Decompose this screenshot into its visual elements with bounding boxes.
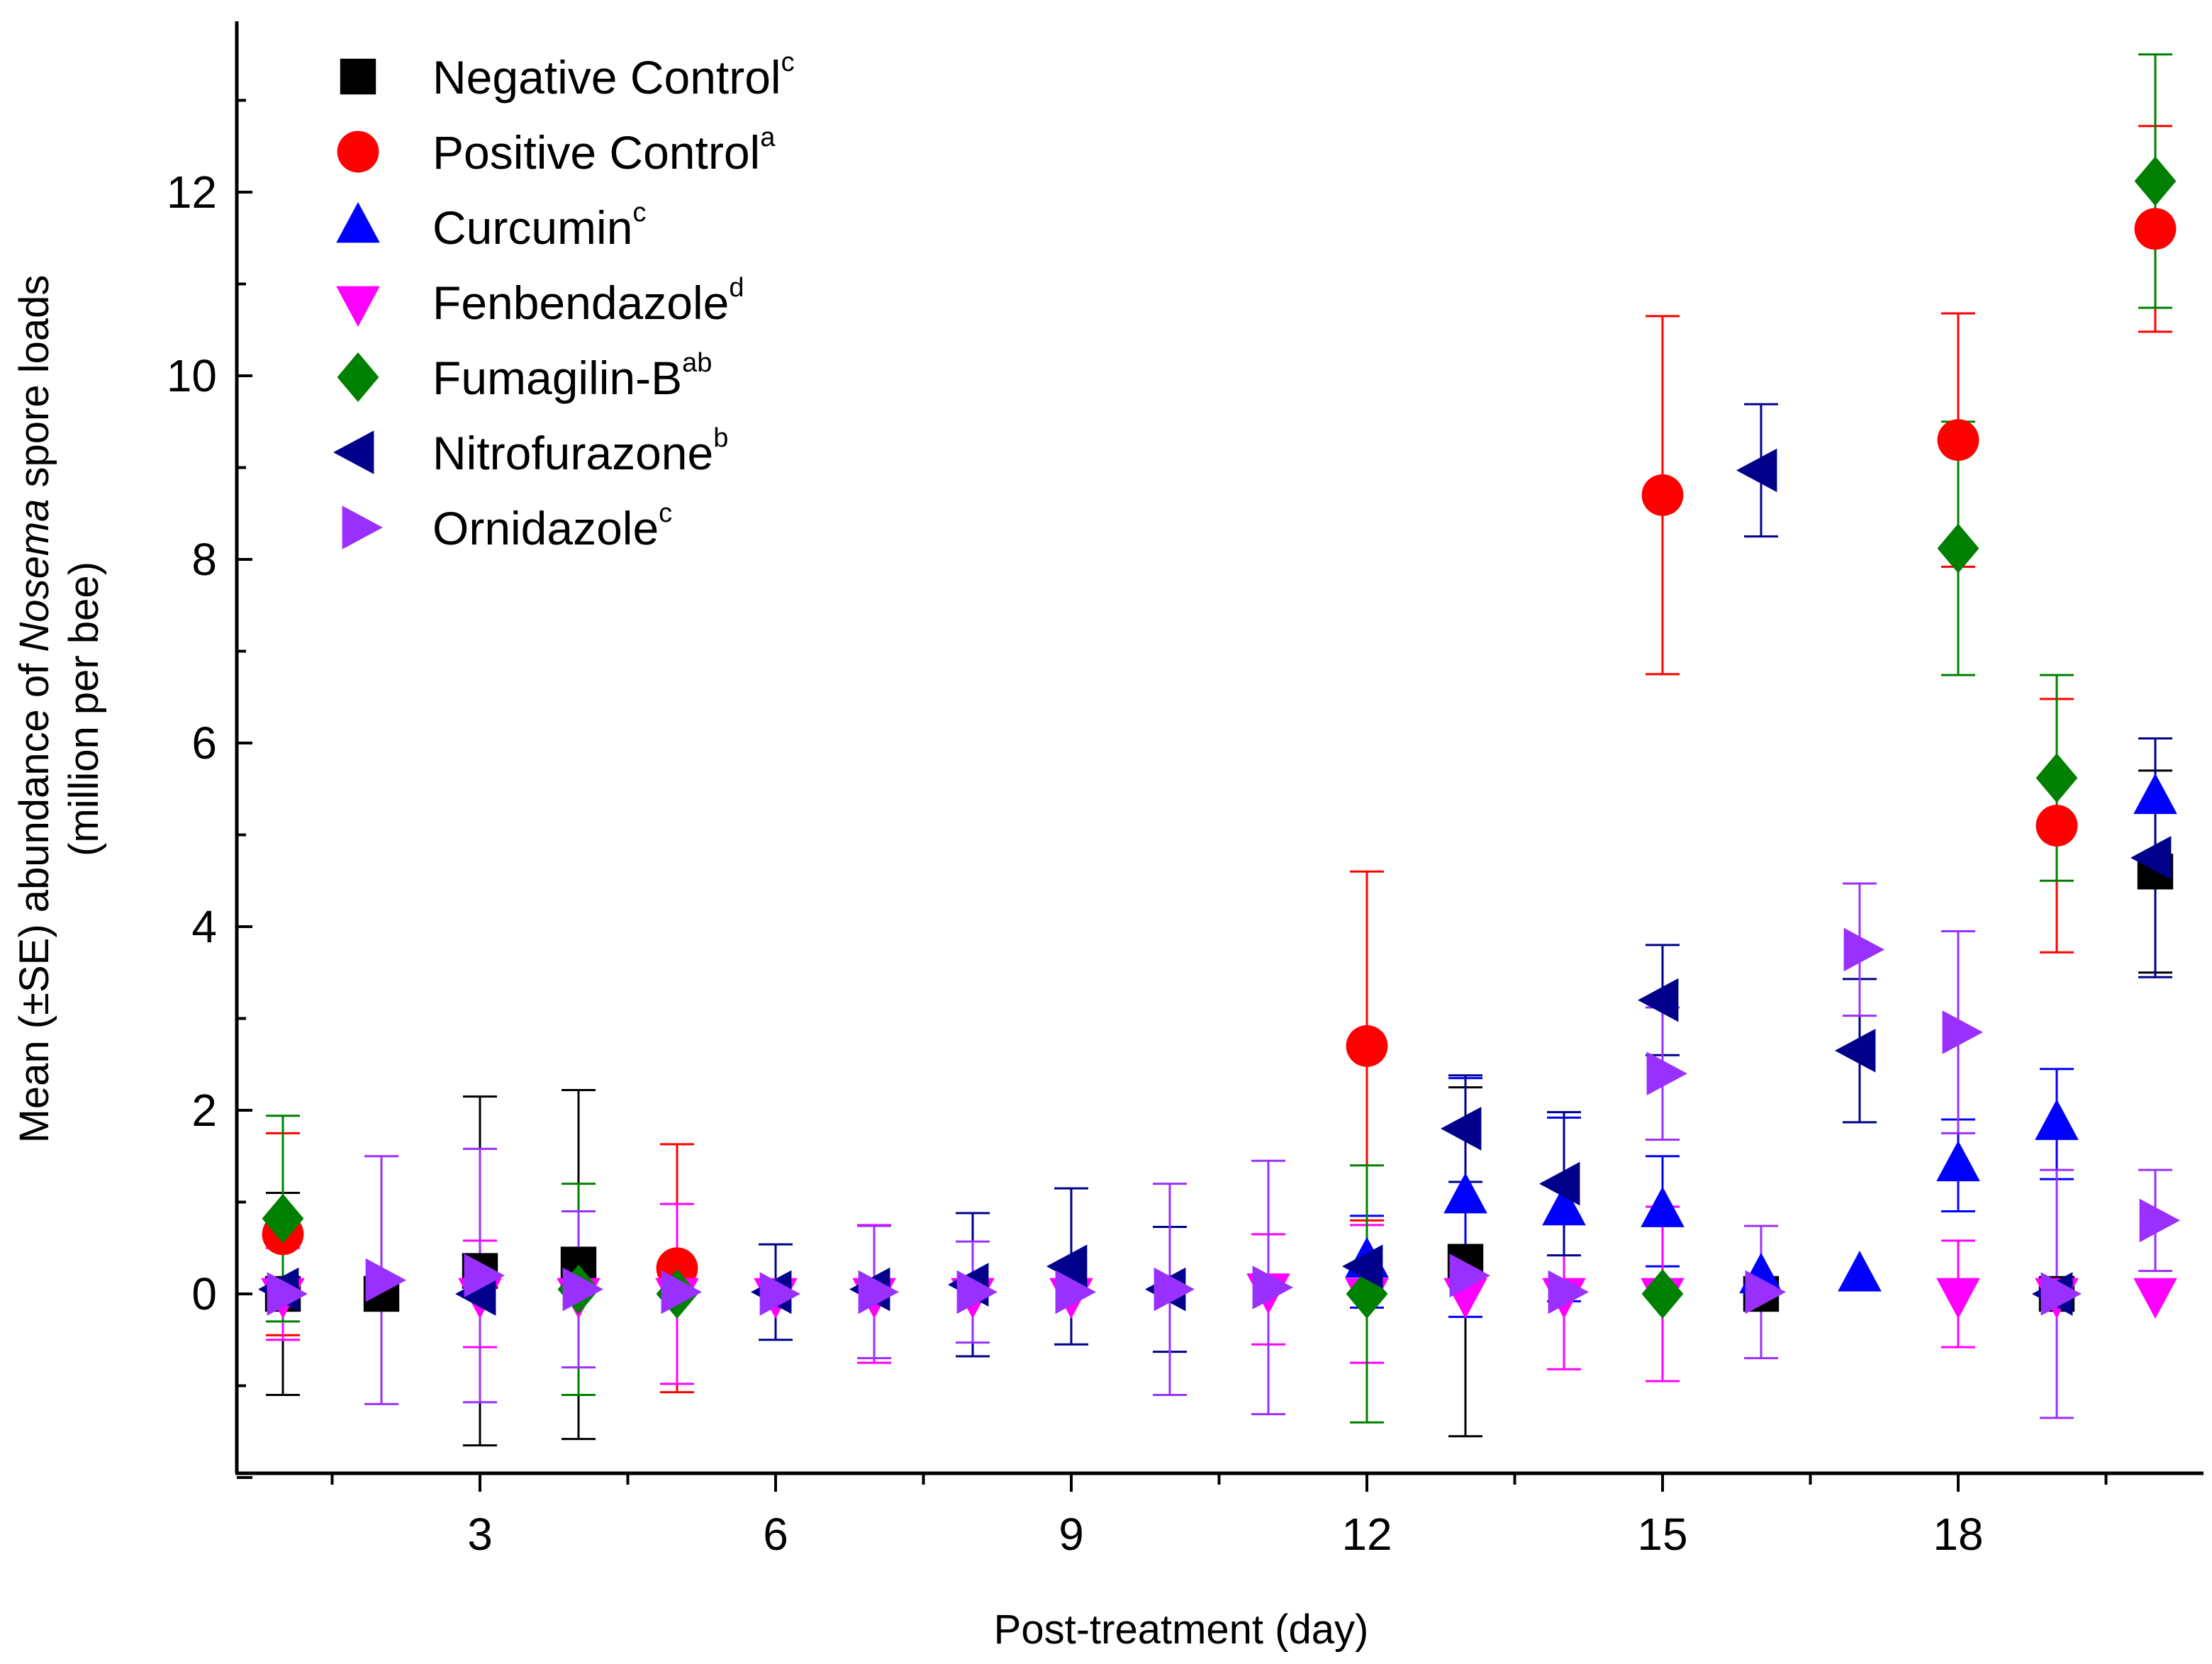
point-curcumin xyxy=(2133,773,2177,815)
point-ornidazole xyxy=(1646,1051,1687,1095)
legend-marker-ornidazole xyxy=(342,506,383,549)
point-curcumin xyxy=(1838,1251,1882,1292)
point-positive-control xyxy=(1937,419,1979,462)
point-positive-control xyxy=(1641,474,1684,516)
legend-label-fumagilin-b: Fumagilin-Bab xyxy=(432,348,712,404)
point-nitrofurazone xyxy=(1539,1161,1580,1206)
y-tick-label: 0 xyxy=(191,1268,217,1319)
legend-marker-fenbendazole xyxy=(336,286,380,327)
legend-item-curcumin: Curcuminc xyxy=(336,198,646,254)
point-nitrofurazone xyxy=(1638,978,1679,1022)
point-ornidazole xyxy=(562,1267,603,1312)
legend-label-fenbendazole: Fenbendazoled xyxy=(432,273,744,329)
point-positive-control xyxy=(2035,805,2078,847)
point-fumagilin-b xyxy=(262,1193,304,1244)
y-tick-label: 10 xyxy=(167,350,217,401)
markers-layer xyxy=(258,156,2180,1319)
point-ornidazole xyxy=(2139,1198,2180,1243)
x-tick-label: 15 xyxy=(1637,1509,1687,1560)
svg-text:Mean (±SE) abundance of Nosema: Mean (±SE) abundance of Nosema spore loa… xyxy=(11,275,57,1144)
legend-superscript: a xyxy=(760,123,776,152)
point-positive-control xyxy=(1346,1024,1388,1067)
y-axis-title: Mean (±SE) abundance of Nosema spore loa… xyxy=(11,275,107,1144)
legend-label-negative-control: Negative Controlc xyxy=(432,48,795,104)
point-ornidazole xyxy=(956,1270,998,1314)
x-tick-label: 3 xyxy=(467,1509,493,1560)
legend-item-fumagilin-b: Fumagilin-Bab xyxy=(337,348,712,404)
point-positive-control xyxy=(2134,208,2177,250)
y-axis-title-line2: (million per bee) xyxy=(61,562,107,856)
point-fenbendazole xyxy=(1936,1278,1980,1319)
axes-layer: 0 2 4 6 8 10 12 3 6 9 12 15 18 xyxy=(167,21,2203,1560)
point-fumagilin-b xyxy=(2134,156,2177,206)
legend-label-ornidazole: Ornidazolec xyxy=(432,498,672,554)
legend-superscript: d xyxy=(729,273,744,303)
point-ornidazole xyxy=(365,1258,406,1302)
point-ornidazole xyxy=(858,1270,899,1314)
legend-item-nitrofurazone: Nitrofurazoneb xyxy=(333,423,728,479)
legend-superscript: ab xyxy=(682,348,712,378)
point-ornidazole xyxy=(661,1270,702,1314)
legend-item-fenbendazole: Fenbendazoled xyxy=(336,273,744,329)
point-curcumin xyxy=(1542,1184,1586,1226)
point-ornidazole xyxy=(1449,1253,1490,1297)
y-axis-title-part-3: spore loads xyxy=(11,275,57,499)
point-ornidazole xyxy=(1745,1270,1786,1314)
point-ornidazole xyxy=(1055,1270,1096,1314)
legend-marker-negative-control xyxy=(340,58,376,95)
point-ornidazole xyxy=(1942,1010,1983,1054)
x-tick-label: 12 xyxy=(1341,1509,1392,1560)
error-bars-layer xyxy=(266,53,2172,1447)
point-ornidazole xyxy=(1548,1270,1589,1314)
legend: Negative Controlc Positive Controla Curcum… xyxy=(333,48,795,554)
legend-item-positive-control: Positive Controla xyxy=(337,123,776,179)
x-tick-label: 9 xyxy=(1058,1509,1084,1560)
point-ornidazole xyxy=(2040,1272,2082,1316)
legend-superscript: b xyxy=(713,423,728,453)
legend-superscript: c xyxy=(659,498,672,528)
legend-marker-fumagilin-b xyxy=(337,352,379,402)
x-tick-label: 6 xyxy=(763,1509,788,1560)
y-tick-label: 6 xyxy=(191,717,217,769)
point-ornidazole xyxy=(464,1253,505,1297)
point-nitrofurazone xyxy=(2130,836,2172,880)
x-tick-label: 18 xyxy=(1933,1509,1983,1560)
x-axis-title: Post-treatment (day) xyxy=(994,1607,1369,1653)
y-axis-title-italic: Nosema xyxy=(11,499,57,652)
point-nitrofurazone xyxy=(1835,1029,1876,1073)
point-ornidazole xyxy=(1154,1267,1195,1312)
point-ornidazole xyxy=(1252,1266,1293,1310)
legend-label-nitrofurazone: Nitrofurazoneb xyxy=(432,423,728,479)
point-nitrofurazone xyxy=(1342,1244,1383,1288)
point-ornidazole xyxy=(759,1272,800,1316)
legend-marker-curcumin xyxy=(336,202,380,243)
legend-label-curcumin: Curcuminc xyxy=(432,198,646,254)
legend-marker-positive-control xyxy=(337,130,379,173)
point-ornidazole xyxy=(1843,927,1884,972)
y-tick-label: 8 xyxy=(191,534,217,585)
legend-superscript: c xyxy=(632,198,646,228)
legend-superscript: c xyxy=(781,48,795,77)
point-ornidazole xyxy=(267,1272,308,1316)
point-curcumin xyxy=(1936,1140,1980,1182)
point-nitrofurazone xyxy=(1736,448,1777,493)
point-fumagilin-b xyxy=(1937,523,1979,574)
y-axis-title-part-1: Mean (±SE) abundance of xyxy=(11,652,57,1144)
y-tick-label: 12 xyxy=(167,167,217,218)
point-fumagilin-b xyxy=(2035,753,2078,803)
y-tick-label: 2 xyxy=(191,1085,217,1136)
point-curcumin xyxy=(1641,1186,1685,1227)
legend-label-positive-control: Positive Controla xyxy=(432,123,776,179)
point-curcumin xyxy=(1443,1173,1487,1214)
y-tick-label: 4 xyxy=(191,901,217,952)
point-nitrofurazone xyxy=(1441,1107,1482,1151)
point-fenbendazole xyxy=(2133,1278,2177,1319)
point-curcumin xyxy=(2035,1099,2079,1140)
point-nitrofurazone xyxy=(1046,1244,1088,1288)
legend-item-negative-control: Negative Controlc xyxy=(340,48,795,104)
legend-marker-nitrofurazone xyxy=(333,430,374,474)
point-fumagilin-b xyxy=(1641,1269,1684,1319)
legend-item-ornidazole: Ornidazolec xyxy=(342,498,672,554)
